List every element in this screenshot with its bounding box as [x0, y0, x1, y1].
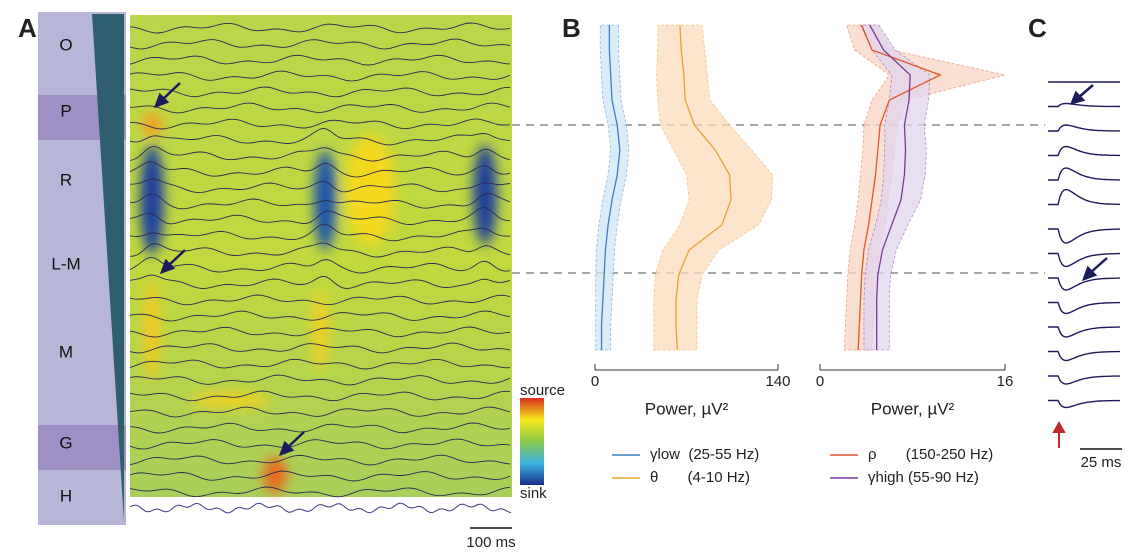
panel-label: A [18, 13, 37, 43]
trace [1048, 228, 1121, 244]
x-tick-label: 16 [997, 373, 1014, 390]
trace [129, 192, 511, 210]
trace [129, 342, 511, 354]
trace [129, 242, 511, 258]
trace [129, 54, 511, 66]
trace [129, 145, 511, 162]
trace [129, 358, 511, 370]
trace [129, 102, 511, 114]
unit-traces [1048, 81, 1121, 409]
scale-bar-label: 100 ms [466, 534, 515, 551]
error-band [843, 24, 1006, 351]
trace [1048, 145, 1120, 157]
trace [129, 438, 511, 450]
trace [129, 310, 511, 322]
profile-line [857, 24, 942, 351]
legend-label: γhigh (55-90 Hz) [868, 469, 979, 486]
lfp-traces [129, 22, 512, 514]
panel-label: B [562, 13, 581, 43]
layer-label: L-M [51, 254, 80, 273]
legend-label: θ (4-10 Hz) [650, 469, 750, 486]
trace [129, 326, 511, 338]
error-band [859, 24, 931, 351]
layer-label: G [59, 433, 72, 452]
trace [129, 256, 511, 274]
layer-label: P [60, 101, 71, 120]
x-axis-label: Power, µV² [645, 399, 729, 418]
trace [1048, 399, 1120, 409]
x-tick-label: 140 [765, 373, 790, 390]
legend-label: ρ (150-250 Hz) [868, 446, 993, 463]
trace [129, 486, 511, 498]
layer-label: H [60, 486, 72, 505]
profile-line [675, 24, 732, 351]
trace [1048, 188, 1121, 206]
trace [129, 374, 511, 386]
trace [1048, 326, 1120, 338]
colorbar-label: sink [520, 485, 547, 502]
layer-label: M [59, 342, 73, 361]
trace [129, 470, 511, 482]
error-band [653, 24, 774, 351]
trace [129, 454, 511, 466]
trace [129, 178, 511, 194]
x-tick-label: 0 [816, 373, 824, 390]
probe [92, 14, 124, 522]
trace [129, 86, 510, 98]
x-axis-label: Power, µV² [871, 399, 955, 418]
trace [1048, 102, 1120, 108]
legend-label: γlow (25-55 Hz) [650, 446, 759, 463]
trace [129, 294, 511, 306]
layer-label: O [59, 35, 72, 54]
trace [129, 422, 511, 434]
x-tick-label: 0 [591, 373, 599, 390]
trace [129, 38, 511, 50]
trace [129, 390, 511, 402]
trace [129, 406, 511, 418]
profile-line [869, 24, 911, 350]
error-band [595, 24, 630, 351]
trace [1048, 375, 1120, 385]
profile-line [600, 25, 621, 350]
trace [1048, 301, 1120, 315]
colorbar-label: source [520, 382, 565, 399]
trace [129, 207, 511, 225]
colorbar [520, 398, 544, 485]
trace [129, 22, 511, 34]
trace [1048, 350, 1120, 362]
layer-label: R [60, 170, 72, 189]
power-profiles: γlow (25-55 Hz) θ (4-10 Hz) 0 140 Power, µV²… [591, 24, 1014, 486]
histology-layer [38, 425, 126, 470]
trace [129, 274, 511, 289]
trace [1048, 167, 1120, 181]
trace [1048, 277, 1120, 291]
panel-label: C [1028, 13, 1047, 43]
trace [1048, 252, 1120, 268]
trace [129, 128, 511, 146]
scale-bar-label: 25 ms [1081, 454, 1122, 471]
csd-map [130, 15, 512, 497]
trace [129, 502, 512, 514]
stim-arrow [1052, 420, 1066, 448]
trace [129, 70, 511, 82]
trace [130, 118, 511, 130]
trace [129, 161, 511, 178]
trace [129, 223, 511, 242]
trace [1048, 124, 1120, 132]
arrows [153, 82, 1108, 457]
